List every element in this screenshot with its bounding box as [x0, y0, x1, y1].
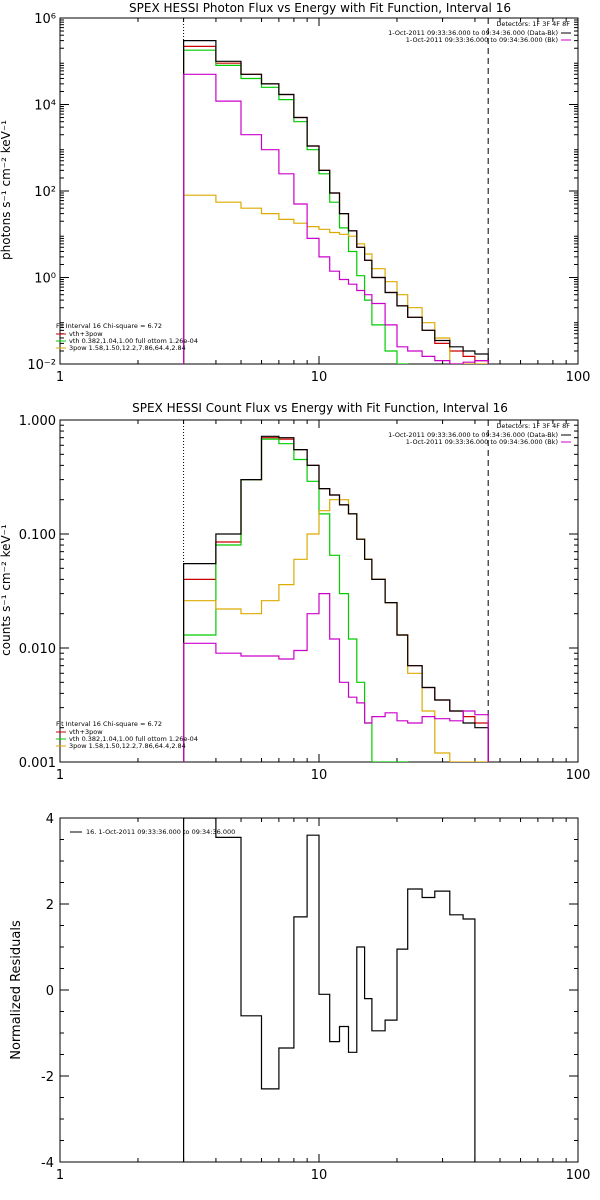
- chart0-x-tick-label: 10: [311, 370, 328, 385]
- chart1-legend-label: 1-Oct-2011 09:33:36.000 to 09:34:36.000 …: [406, 438, 558, 446]
- chart1-fit-label: 3pow 1.58,1.50,12.2,7.86,64.4,2.84: [69, 742, 186, 750]
- chart1-y-axis: 0.001 0.010 0.100 1.000: [19, 414, 578, 771]
- chart1-x-tick-label: 100: [566, 768, 591, 783]
- chart2-series-group: [183, 818, 476, 1162]
- chart1-y-tick-label: 0.001: [19, 756, 56, 771]
- chart1-x-tick-label: 1: [56, 768, 64, 783]
- chart0-series-bk: [183, 73, 489, 364]
- chart1-y-tick-label: 1.000: [19, 414, 56, 429]
- chart0-series-vth: [183, 49, 409, 364]
- chart2-y-axis: -4 -2 0 2 4: [41, 812, 578, 1171]
- chart2-x-axis: 1 10 100: [56, 818, 591, 1183]
- chart2-x-tick-label: 10: [311, 1168, 328, 1183]
- chart0-legend-header: Detectors: 1F 3F 4F 8F: [496, 20, 570, 28]
- chart1-fit-label: vth+3pow: [69, 728, 103, 736]
- chart1-y-tick-label: 0.010: [19, 642, 56, 657]
- chart0-y-axis: 10⁻² 10⁰ 10² 10⁴ 10⁶: [27, 12, 578, 373]
- chart0-fit-header: Fit Interval 16 Chi-square = 6.72: [56, 322, 162, 330]
- chart1-series-data-bk: [183, 435, 489, 762]
- chart2-series-16-: [183, 818, 476, 1162]
- chart1-series-vth-3pow: [183, 437, 489, 762]
- chart2-y-tick-label: -4: [41, 1156, 54, 1171]
- chart1-legend-header: Detectors: 1F 3F 4F 8F: [496, 422, 570, 430]
- residuals-ylabel: Normalized Residuals: [9, 920, 24, 1060]
- chart2-x-tick-label: 1: [56, 1168, 64, 1183]
- chart1-y-tick-label: 0.100: [19, 528, 56, 543]
- chart1-fit-header: Fit Interval 16 Chi-square = 6.72: [56, 720, 162, 728]
- chart0-y-tick-label: 10⁴: [34, 99, 56, 114]
- chart0-legend-label: 1-Oct-2011 09:33:36.000 to 09:34:36.000 …: [388, 29, 558, 37]
- chart0-legend-label: 1-Oct-2011 09:33:36.000 to 09:34:36.000 …: [406, 36, 558, 44]
- chart1-x-tick-label: 10: [311, 768, 328, 783]
- chart2-y-tick-label: -2: [41, 1070, 54, 1085]
- photon-flux-ylabel: photons s⁻¹ cm⁻² keV⁻¹: [0, 120, 13, 260]
- chart0-series-vth-3pow: [183, 45, 489, 364]
- chart2-legend: 16. 1-Oct-2011 09:33:36.000 to 09:34:36.…: [70, 828, 235, 836]
- chart0-y-tick-label: 10²: [34, 185, 56, 200]
- chart1-x-axis: 1 10 100: [56, 420, 591, 783]
- chart0-y-tick-label: 10⁻²: [27, 358, 56, 373]
- chart0-fit-label: vth 0.382,1.04,1.00 full ottom 1.26e-04: [69, 337, 198, 345]
- chart0-series-3pow: [183, 194, 489, 364]
- chart1-legend-label: 1-Oct-2011 09:33:36.000 to 09:34:36.000 …: [388, 431, 558, 439]
- photon-flux-title: SPEX HESSI Photon Flux vs Energy with Fi…: [129, 1, 511, 15]
- chart0-fit-label: 3pow 1.58,1.50,12.2,7.86,64.4,2.84: [69, 344, 186, 352]
- chart0-axes-frame: [59, 17, 579, 365]
- chart0-legend: Detectors: 1F 3F 4F 8F1-Oct-2011 09:33:3…: [56, 20, 571, 352]
- chart2-legend-label: 16. 1-Oct-2011 09:33:36.000 to 09:34:36.…: [86, 828, 235, 836]
- chart1-series-3pow: [183, 499, 489, 762]
- chart1-fit-label: vth 0.382,1.04,1.00 full ottom 1.26e-04: [69, 735, 198, 743]
- chart0-fit-label: vth+3pow: [69, 330, 103, 338]
- count-flux-ylabel: counts s⁻¹ cm⁻² keV⁻¹: [0, 524, 13, 656]
- chart2-y-tick-label: 2: [46, 898, 54, 913]
- chart1-series-bk: [183, 593, 489, 762]
- count-flux-title: SPEX HESSI Count Flux vs Energy with Fit…: [132, 401, 508, 415]
- chart0-series-data-bk: [183, 40, 489, 364]
- chart0-series-group: [183, 40, 489, 364]
- chart0-y-tick-label: 10⁶: [34, 12, 56, 27]
- chart0-y-tick-label: 10⁰: [34, 272, 56, 287]
- chart0-x-tick-label: 100: [566, 370, 591, 385]
- chart1-series-vth: [183, 438, 409, 762]
- chart2-x-tick-label: 100: [566, 1168, 591, 1183]
- residuals-panel: Normalized Residuals 1 10 100 -4 -2 0 2 4 16. 1-…: [9, 812, 590, 1183]
- chart1-series-group: [183, 435, 489, 762]
- chart2-y-tick-label: 0: [46, 984, 54, 999]
- chart1-legend: Detectors: 1F 3F 4F 8F1-Oct-2011 09:33:3…: [56, 422, 571, 750]
- count-flux-panel: SPEX HESSI Count Flux vs Energy with Fit…: [0, 401, 590, 783]
- chart0-x-tick-label: 1: [56, 370, 64, 385]
- chart2-y-tick-label: 4: [46, 812, 54, 827]
- photon-flux-panel: SPEX HESSI Photon Flux vs Energy with Fi…: [0, 1, 590, 385]
